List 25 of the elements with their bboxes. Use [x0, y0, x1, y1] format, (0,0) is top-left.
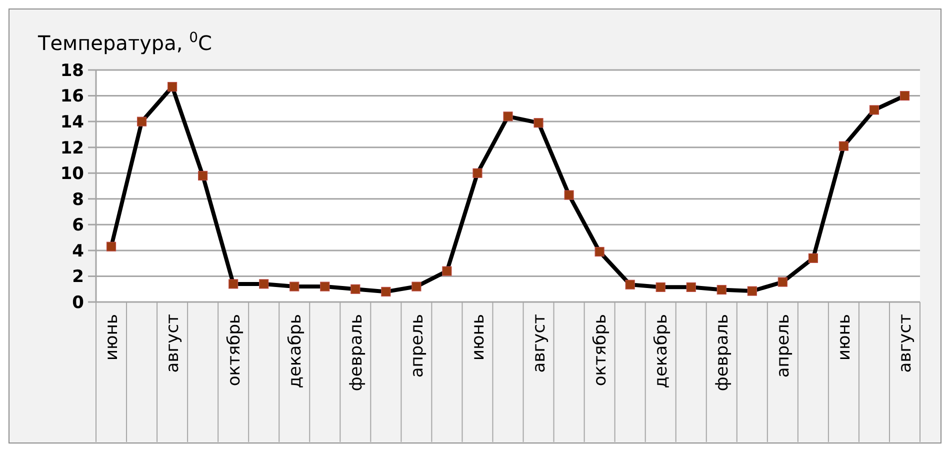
- x-tick-label: июнь: [102, 314, 122, 360]
- y-tick-label: 0: [72, 292, 84, 313]
- y-tick-label: 18: [60, 60, 84, 81]
- x-tick-label: август: [529, 314, 550, 373]
- chart-title: Температура, $^{0}$С: [37, 30, 212, 55]
- x-tick-label: декабрь: [285, 314, 306, 388]
- y-tick-label: 8: [72, 190, 84, 210]
- x-tick-label: апрель: [407, 314, 428, 378]
- y-tick-label: 10: [60, 164, 84, 184]
- x-tick-label: декабрь: [652, 314, 672, 388]
- x-tick-label: февраль: [346, 314, 366, 392]
- x-tick-label: август: [163, 314, 184, 373]
- x-tick-label: апрель: [774, 314, 794, 378]
- y-tick-label: 14: [60, 112, 84, 133]
- x-tick-label: август: [896, 314, 916, 373]
- y-tick-label: 12: [60, 138, 84, 158]
- y-tick-label: 4: [72, 241, 84, 262]
- x-tick-label: октябрь: [224, 314, 244, 386]
- y-tick-label: 16: [60, 86, 84, 107]
- x-tick-label: июнь: [468, 314, 488, 360]
- y-tick-label: 6: [72, 216, 84, 236]
- x-tick-label: февраль: [712, 314, 733, 392]
- x-tick-label: октябрь: [590, 314, 611, 386]
- y-tick-label: 2: [72, 267, 84, 288]
- x-tick-label: июнь: [834, 314, 855, 360]
